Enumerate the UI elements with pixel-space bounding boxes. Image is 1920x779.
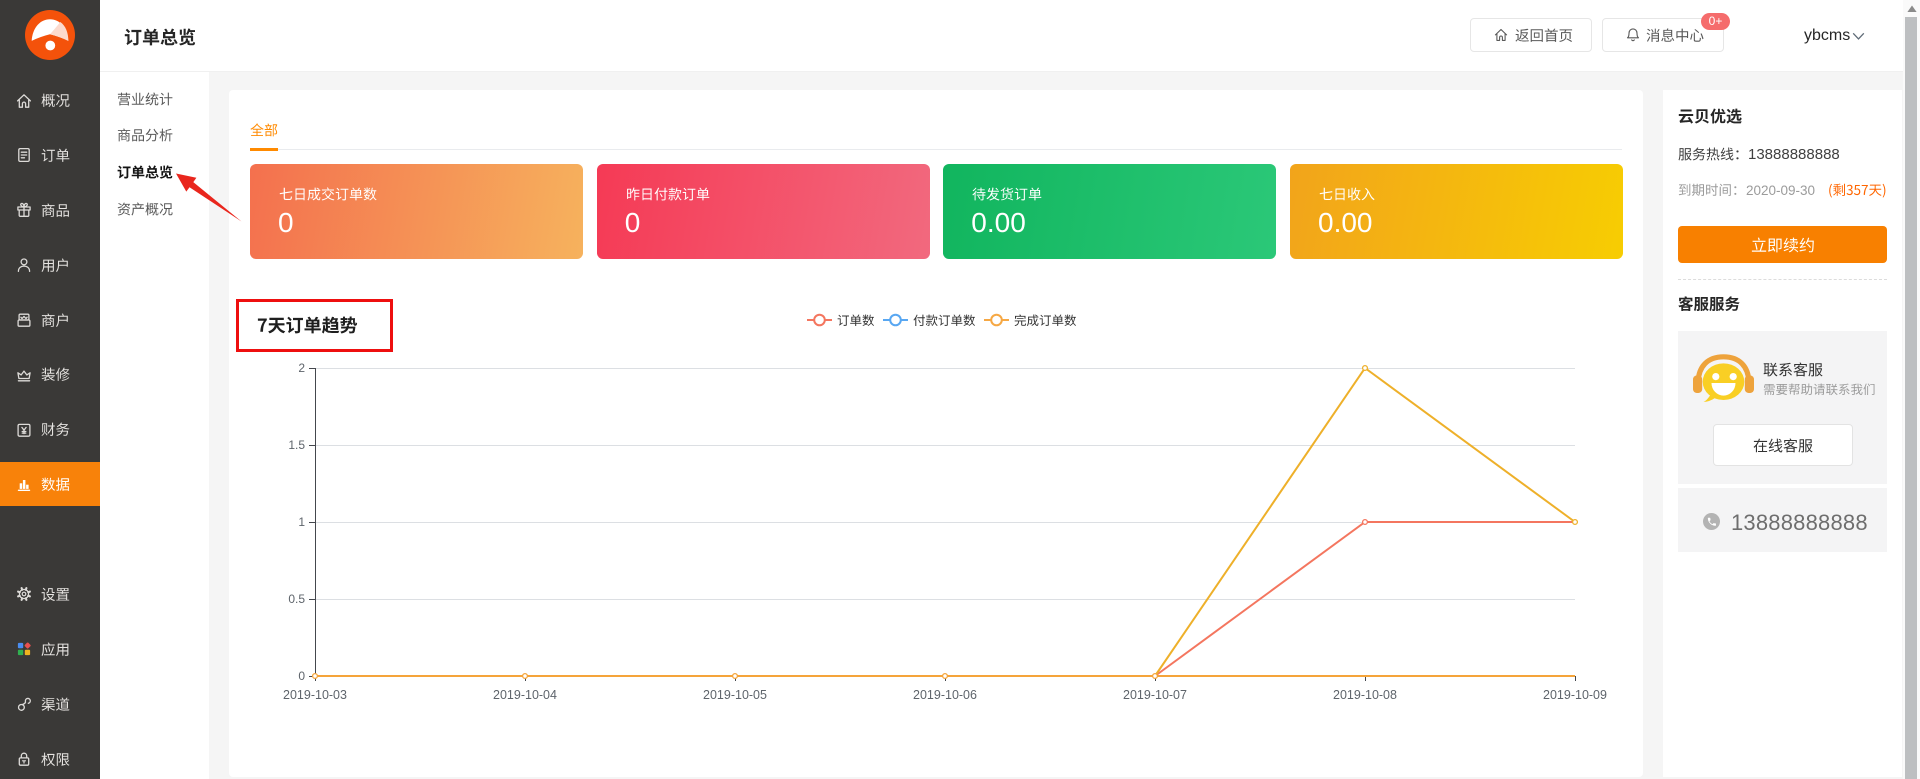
svg-text:2019-10-08: 2019-10-08 [1333,688,1397,702]
svg-text:0.5: 0.5 [288,592,305,606]
svg-text:1.5: 1.5 [288,438,305,452]
svg-text:2019-10-06: 2019-10-06 [913,688,977,702]
svg-text:0: 0 [298,669,305,683]
svg-text:2019-10-04: 2019-10-04 [493,688,557,702]
svg-text:2019-10-05: 2019-10-05 [703,688,767,702]
svg-text:2: 2 [298,361,305,375]
svg-text:2019-10-07: 2019-10-07 [1123,688,1187,702]
svg-text:2019-10-03: 2019-10-03 [283,688,347,702]
svg-text:2019-10-09: 2019-10-09 [1543,688,1607,702]
svg-text:1: 1 [298,515,305,529]
